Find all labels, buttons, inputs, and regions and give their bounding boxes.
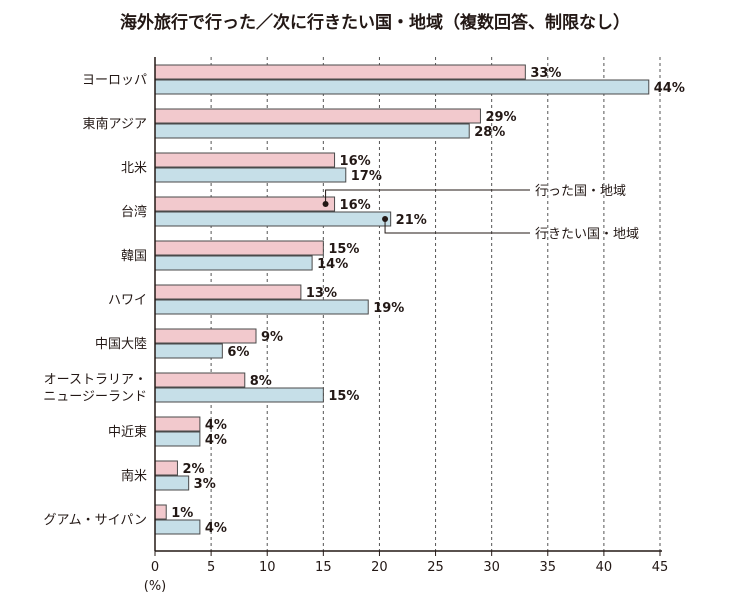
data-label: 6% xyxy=(227,345,249,360)
data-label: 16% xyxy=(340,198,371,213)
data-label: 16% xyxy=(340,154,371,169)
category-label: 中国大陸 xyxy=(95,336,147,352)
x-tick-label: 45 xyxy=(652,560,669,575)
bar-went xyxy=(154,152,336,168)
category-label: オーストラリア・ xyxy=(44,373,147,388)
bar-want xyxy=(154,431,201,447)
x-tick-label: 30 xyxy=(483,560,500,575)
bar-went xyxy=(154,416,201,432)
legend-leader-line xyxy=(325,189,530,204)
bar-went xyxy=(154,284,302,300)
bar-went xyxy=(154,196,336,212)
data-label: 44% xyxy=(654,81,685,96)
data-label: 8% xyxy=(250,374,272,389)
bar-want xyxy=(154,255,313,271)
x-tick-label: 25 xyxy=(427,560,444,575)
bar-went xyxy=(154,64,526,80)
x-tick-label: 40 xyxy=(596,560,613,575)
legend-leader-line xyxy=(384,219,530,234)
bar-want xyxy=(154,387,324,403)
bar-went xyxy=(154,240,324,256)
legend-went: 行った国・地域 xyxy=(535,184,626,199)
bar-want xyxy=(154,167,347,183)
data-label: 4% xyxy=(205,521,227,536)
bar-want xyxy=(154,299,369,315)
category-label: 韓国 xyxy=(121,249,147,264)
data-label: 9% xyxy=(261,330,283,345)
category-label: ニュージーランド xyxy=(43,390,147,405)
data-label: 2% xyxy=(182,462,204,477)
x-tick-label: 15 xyxy=(315,560,332,575)
bar-want xyxy=(154,343,223,359)
data-label: 4% xyxy=(205,433,227,448)
category-label: ヨーロッパ xyxy=(82,73,147,88)
data-label: 17% xyxy=(351,169,382,184)
data-label: 1% xyxy=(171,506,193,521)
bar-went xyxy=(154,372,246,388)
bar-went xyxy=(154,504,167,520)
bar-want xyxy=(154,211,392,227)
x-tick-label: 20 xyxy=(371,560,388,575)
category-label: グアム・サイパン xyxy=(44,513,147,528)
data-label: 15% xyxy=(328,389,359,404)
category-label: 南米 xyxy=(121,468,147,484)
bar-want xyxy=(154,79,650,95)
bar-went xyxy=(154,328,257,344)
chart-title: 海外旅行で行った／次に行きたい国・地域（複数回答、制限なし） xyxy=(120,12,630,33)
bar-want xyxy=(154,519,201,535)
x-tick-label: 5 xyxy=(207,560,215,575)
data-label: 28% xyxy=(474,125,505,140)
data-label: 29% xyxy=(485,110,516,125)
legend-dot xyxy=(322,201,329,207)
bar-want xyxy=(154,123,470,139)
bar-want xyxy=(154,475,190,491)
data-label: 14% xyxy=(317,257,348,272)
data-label: 33% xyxy=(530,66,561,81)
data-label: 3% xyxy=(194,477,216,492)
bar-went xyxy=(154,460,178,476)
category-label: 中近東 xyxy=(108,424,147,440)
data-label: 19% xyxy=(373,301,404,316)
legend-want: 行きたい国・地域 xyxy=(535,227,639,242)
x-axis-label: (%) xyxy=(144,579,167,594)
data-label: 21% xyxy=(396,213,427,228)
data-label: 15% xyxy=(328,242,359,257)
x-tick-label: 10 xyxy=(259,560,276,575)
category-label: 台湾 xyxy=(121,204,147,220)
legend-dot xyxy=(382,216,389,222)
data-label: 4% xyxy=(205,418,227,433)
x-tick-label: 35 xyxy=(540,560,557,575)
bar-went xyxy=(154,108,481,124)
category-label: 東南アジア xyxy=(83,116,147,132)
data-label: 13% xyxy=(306,286,337,301)
category-label: ハワイ xyxy=(108,293,147,308)
category-label: 北米 xyxy=(121,161,147,176)
x-tick-label: 0 xyxy=(151,560,159,575)
